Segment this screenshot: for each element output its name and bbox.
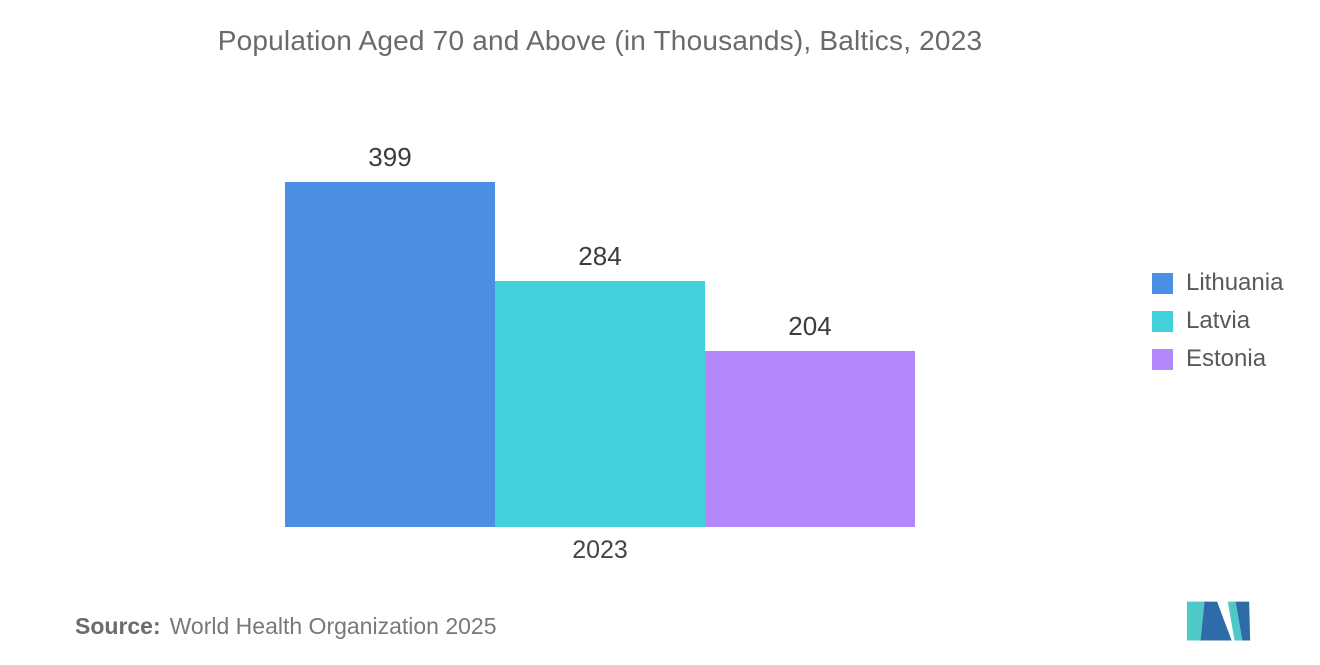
bar-value-label-latvia: 284: [578, 241, 622, 271]
mordor-intelligence-logo: [1186, 601, 1251, 641]
legend-item-latvia: Latvia: [1152, 307, 1283, 334]
bar-estonia: [705, 351, 915, 527]
legend-item-lithuania: Lithuania: [1152, 269, 1284, 296]
bar-lithuania: [285, 182, 495, 527]
legend-label-latvia: Latvia: [1186, 307, 1251, 334]
legend-swatch-lithuania: [1152, 272, 1173, 294]
chart-title: Population Aged 70 and Above (in Thousan…: [217, 25, 983, 56]
legend-item-estonia: Estonia: [1152, 345, 1283, 372]
bar-value-label-estonia: 204: [788, 311, 832, 341]
logo-shape-teal-right: [1227, 601, 1243, 641]
logo-shape-teal-left: [1186, 601, 1205, 641]
source-line: Source: World Health Organization 2025: [75, 612, 497, 640]
logo-shape-blue-right: [1235, 601, 1251, 641]
legend-swatch-latvia: [1152, 310, 1173, 332]
source-text: World Health Organization 2025: [169, 613, 497, 639]
legend-label-estonia: Estonia: [1186, 345, 1267, 372]
bar-value-label-lithuania: 399: [368, 142, 412, 172]
bar-latvia: [495, 281, 705, 527]
legend-label-lithuania: Lithuania: [1186, 269, 1284, 296]
logo-shape-blue-diagonal: [1200, 601, 1232, 641]
legend: Lithuania Latvia Estonia: [1152, 269, 1284, 385]
source-label: Source:: [75, 613, 161, 639]
x-axis-tick-label: 2023: [572, 536, 628, 564]
legend-swatch-estonia: [1152, 348, 1173, 370]
